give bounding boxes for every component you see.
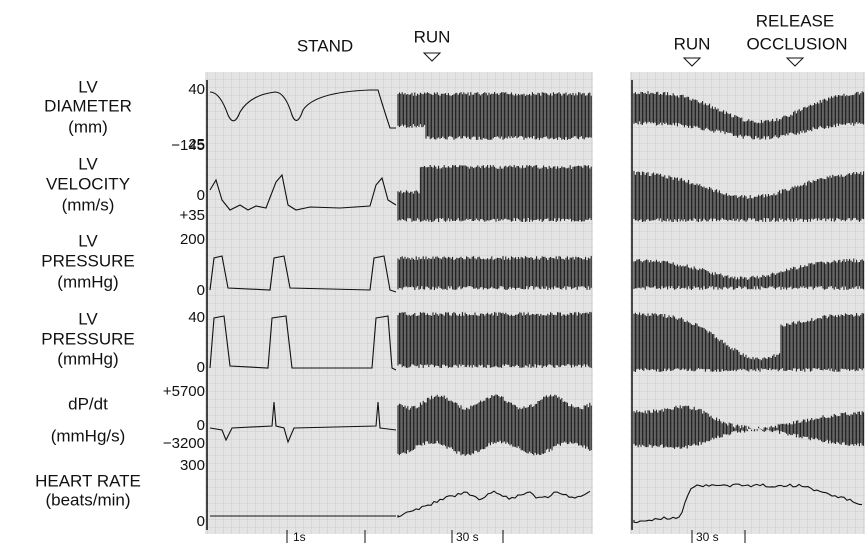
run-arrow: [682, 57, 702, 67]
trace: [397, 165, 592, 222]
stand-label: STAND: [297, 36, 353, 55]
channel-label: VELOCITY: [46, 174, 130, 193]
scale-label: −145: [171, 137, 205, 154]
scale-label: +35: [180, 207, 205, 224]
run-label: RUN: [414, 27, 451, 46]
channel-label: HEART RATE: [35, 471, 141, 490]
channel-label: LV: [78, 77, 98, 96]
left-panel: [205, 72, 593, 534]
scale-label: 25: [188, 136, 205, 153]
scale-label: 0: [197, 359, 205, 376]
trace: [209, 173, 397, 211]
channel-label: LV: [78, 309, 98, 328]
channel-label: dP/dt: [68, 394, 108, 413]
scale-label: 0: [197, 513, 205, 530]
scale-label: −3200: [163, 435, 205, 452]
run-traces: [397, 91, 865, 524]
run-label: RUN: [674, 34, 711, 53]
trace: [397, 394, 592, 456]
run-arrow: [422, 52, 442, 62]
trace: [397, 312, 592, 368]
channel-label: PRESSURE: [41, 329, 135, 348]
scale-label: 0: [197, 417, 205, 434]
scale-label: 40: [188, 81, 205, 98]
trace: [209, 401, 397, 444]
release-label: RELEASE: [756, 11, 834, 30]
channel-label: DIAMETER: [44, 96, 132, 115]
trace: [397, 490, 591, 518]
channel-label: LV: [78, 154, 98, 173]
scale-label: +5700: [163, 383, 205, 400]
trace: [633, 170, 865, 222]
scale-label: 200: [180, 231, 205, 248]
trace: [633, 483, 863, 524]
trace: [209, 255, 397, 293]
channel-labels: LVDIAMETER(mm)4025LVVELOCITY(mm/s)−1450+…: [35, 77, 205, 529]
time-scale-label: 30 s: [696, 530, 719, 543]
channel-label: LV: [78, 231, 98, 250]
scale-label: 0: [197, 282, 205, 299]
scale-label: 40: [188, 309, 205, 326]
scale-label: 300: [180, 457, 205, 474]
release-arrow: [785, 57, 805, 67]
scale-label: 0: [197, 187, 205, 204]
occlusion-label: OCCLUSION: [746, 34, 847, 53]
channel-label: (mmHg): [57, 272, 118, 291]
stand-traces: [209, 89, 397, 517]
right-panel: [630, 72, 865, 534]
channel-label: (beats/min): [45, 490, 130, 509]
trace: [209, 89, 396, 129]
channel-label: PRESSURE: [41, 251, 135, 270]
channel-label: (mmHg): [57, 349, 118, 368]
trace: [633, 91, 865, 140]
time-scale-label: 30 s: [456, 530, 479, 543]
trace: [397, 256, 592, 290]
trace: [209, 315, 397, 371]
channel-label: (mm/s): [62, 195, 115, 214]
trace: [633, 312, 865, 372]
time-scale: [286, 530, 746, 543]
trace: [633, 405, 865, 449]
channel-label: (mmHg/s): [51, 426, 126, 445]
trace: [633, 258, 865, 290]
channel-label: (mm): [68, 117, 108, 136]
time-scale-label: 1s: [293, 530, 306, 543]
trace: [397, 92, 592, 140]
